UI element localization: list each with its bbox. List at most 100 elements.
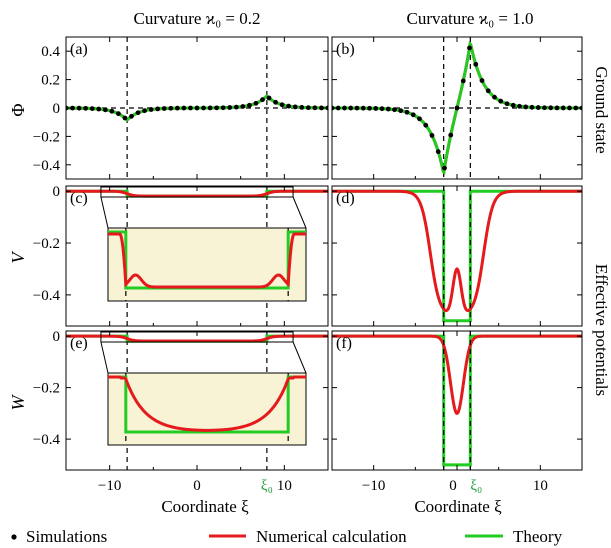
simulation-point xyxy=(542,105,547,111)
simulation-point xyxy=(188,105,193,111)
inset-source-box xyxy=(100,186,294,198)
panel-plot-area xyxy=(332,186,582,326)
simulation-point xyxy=(135,110,141,116)
panel-plot-area xyxy=(332,331,582,470)
inset-source-box xyxy=(100,331,294,343)
simulation-point xyxy=(335,105,341,111)
simulation-point xyxy=(305,105,311,111)
simulation-point xyxy=(517,103,522,109)
inset-plot xyxy=(108,373,306,445)
simulation-point xyxy=(70,105,75,111)
simulation-point xyxy=(148,107,154,112)
inset-connector xyxy=(100,196,109,229)
panel-label: (e) xyxy=(70,335,88,352)
y-tick-label: 0 xyxy=(53,101,61,117)
panel-frame xyxy=(331,185,583,327)
simulation-point xyxy=(142,108,148,114)
y-tick-label: −0.4 xyxy=(33,432,61,448)
simulation-point xyxy=(194,105,200,111)
simulation-point xyxy=(253,100,259,106)
simulation-point xyxy=(299,104,305,110)
inset-numerical xyxy=(108,232,306,289)
y-tick-label: −0.2 xyxy=(33,129,60,145)
column-title-right: Curvature ϰ₀ = 1.0 xyxy=(406,9,533,28)
simulation-point xyxy=(473,61,479,67)
simulation-point xyxy=(504,101,510,107)
simulation-point xyxy=(354,105,360,111)
simulation-point xyxy=(227,105,233,110)
simulation-point xyxy=(201,105,206,111)
simulation-point xyxy=(174,105,180,111)
simulation-point xyxy=(535,105,541,110)
inset-connector xyxy=(292,341,307,374)
y-axis-label-w: W xyxy=(8,394,28,411)
series-theory xyxy=(332,189,582,323)
panels: −0.4 −0.2 0 0.2 0.4 (a) (b) −0.4 −0.2 0 (c) (d) −0.4… xyxy=(33,36,583,494)
simulation-point xyxy=(122,115,128,121)
simulation-point xyxy=(367,105,372,111)
x-axis-label-left: Coordinate ξ xyxy=(161,497,249,516)
simulation-point xyxy=(492,94,497,100)
simulation-point xyxy=(373,106,379,111)
simulation-point xyxy=(423,122,429,128)
simulation-point xyxy=(342,105,347,111)
simulation-point xyxy=(292,104,298,110)
simulation-point xyxy=(116,111,121,117)
y-axis-label-v: V xyxy=(8,251,28,264)
y-tick-label: 0 xyxy=(53,329,61,345)
side-label-ground-state: Ground state xyxy=(592,66,611,153)
simulation-point xyxy=(523,104,529,110)
panel-label: (d) xyxy=(336,190,355,207)
simulation-point xyxy=(260,97,265,103)
panel-d: (d) xyxy=(331,185,583,327)
simulation-point xyxy=(161,106,167,111)
panel-plot-area xyxy=(66,186,328,326)
side-label-effective-potentials: Effective potentials xyxy=(592,264,611,396)
y-tick-label: 0.4 xyxy=(41,44,60,60)
simulation-point xyxy=(448,132,454,138)
simulation-point xyxy=(567,105,572,111)
inset-box xyxy=(107,372,307,446)
x-tick-label: 0 xyxy=(193,478,201,494)
series-numerical xyxy=(332,189,582,313)
simulation-point xyxy=(560,105,566,111)
y-tick-label: −0.2 xyxy=(33,381,60,397)
simulation-point xyxy=(109,108,115,114)
simulation-point xyxy=(220,105,226,111)
simulation-point xyxy=(214,105,220,111)
simulation-point xyxy=(312,105,318,111)
panel-plot-area xyxy=(332,37,582,179)
inset-plot xyxy=(108,228,306,301)
inset-numerical xyxy=(108,375,306,432)
simulation-point xyxy=(348,105,354,111)
simulation-point xyxy=(207,105,213,111)
simulation-point xyxy=(404,109,410,115)
simulation-point xyxy=(319,105,324,111)
simulation-point xyxy=(498,98,504,104)
simulation-point xyxy=(360,105,366,111)
simulation-point xyxy=(529,104,535,110)
simulation-point xyxy=(247,102,252,108)
y-tick-label: 0 xyxy=(53,184,61,200)
y-tick-label: −0.4 xyxy=(33,158,61,174)
simulation-point xyxy=(155,106,161,112)
panel-label: (b) xyxy=(336,41,355,58)
simulation-point xyxy=(573,105,579,111)
series-numerical xyxy=(332,334,582,416)
simulation-point xyxy=(410,112,416,118)
panel-label: (f) xyxy=(336,335,352,352)
inset-connector xyxy=(292,196,307,229)
x-axis-label-right: Coordinate ξ xyxy=(414,497,502,516)
simulation-point xyxy=(510,102,516,108)
simulation-point xyxy=(385,106,391,112)
xi0-tick-label: ξ₀ xyxy=(261,478,273,494)
simulation-point xyxy=(168,105,174,111)
legend-simulations-marker xyxy=(11,534,17,540)
panel-f: (f) −10 0 10 ξ₀ xyxy=(331,330,583,494)
legend-theory-label: Theory xyxy=(513,527,563,546)
simulation-point xyxy=(392,107,397,113)
series-theory xyxy=(332,334,582,467)
column-title-left: Curvature ϰ₀ = 0.2 xyxy=(133,9,260,28)
legend-simulations-label: Simulations xyxy=(26,527,107,546)
